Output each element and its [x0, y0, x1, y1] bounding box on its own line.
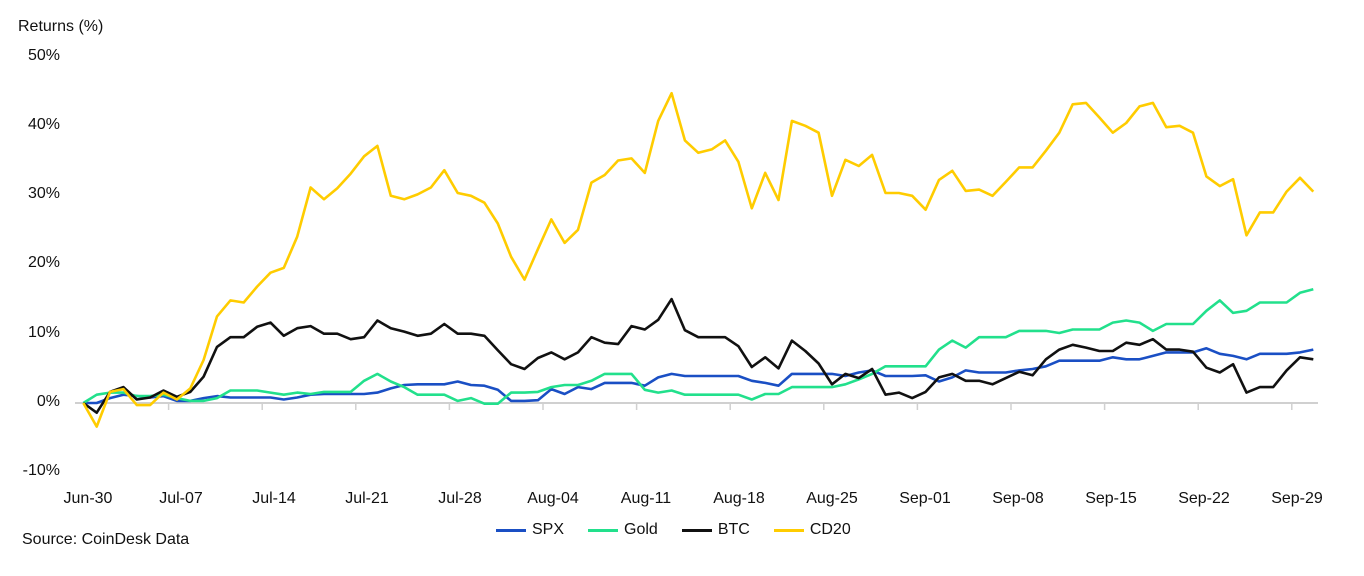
y-tick-label: 20%	[27, 254, 60, 272]
y-tick-label: 30%	[27, 185, 60, 203]
x-tick-label: Aug-11	[621, 490, 672, 507]
y-tick-label: 50%	[27, 46, 60, 64]
legend-item-btc: BTC	[681, 521, 750, 539]
legend-label: SPX	[532, 521, 565, 538]
x-tick-label: Sep-01	[899, 490, 951, 507]
series-line-cd20	[82, 91, 1315, 428]
legend-item-cd20: CD20	[773, 521, 851, 539]
x-tick-label: Sep-22	[1178, 490, 1230, 507]
legend-item-spx: SPX	[496, 521, 564, 539]
x-tick-label: Jun-30	[64, 490, 113, 507]
x-tick-label: Aug-04	[527, 490, 579, 507]
legend-swatch	[588, 528, 619, 532]
y-tick-label: 10%	[27, 323, 60, 341]
legend-item-gold: Gold	[588, 521, 658, 539]
legend-swatch	[496, 528, 526, 532]
y-tick-label: 40%	[27, 115, 60, 133]
legend-swatch	[681, 528, 712, 532]
x-tick-label: Sep-29	[1271, 490, 1323, 507]
y-axis-title: Returns (%)	[18, 18, 104, 35]
series-line-gold	[82, 288, 1314, 406]
x-tick-label: Jul-14	[252, 490, 296, 507]
x-tick-label: Jul-28	[438, 490, 482, 507]
legend-label: Gold	[624, 521, 658, 538]
legend-label: CD20	[809, 521, 851, 538]
y-tick-label: -10%	[22, 462, 60, 480]
legend: SPX Gold BTC CD20	[496, 521, 875, 539]
legend-swatch	[773, 528, 804, 532]
y-tick-label: 0%	[36, 393, 60, 410]
source-note: Source: CoinDesk Data	[22, 531, 190, 548]
series-line-spx	[83, 346, 1314, 405]
series-line-btc	[82, 297, 1314, 415]
x-tick-label: Jul-21	[345, 490, 389, 507]
x-tick-label: Aug-18	[713, 490, 765, 507]
legend-label: BTC	[717, 521, 750, 538]
x-tick-label: Aug-25	[806, 490, 858, 507]
x-tick-label: Sep-08	[992, 490, 1044, 507]
x-tick-label: Sep-15	[1085, 490, 1137, 507]
x-tick-label: Jul-07	[159, 490, 203, 507]
